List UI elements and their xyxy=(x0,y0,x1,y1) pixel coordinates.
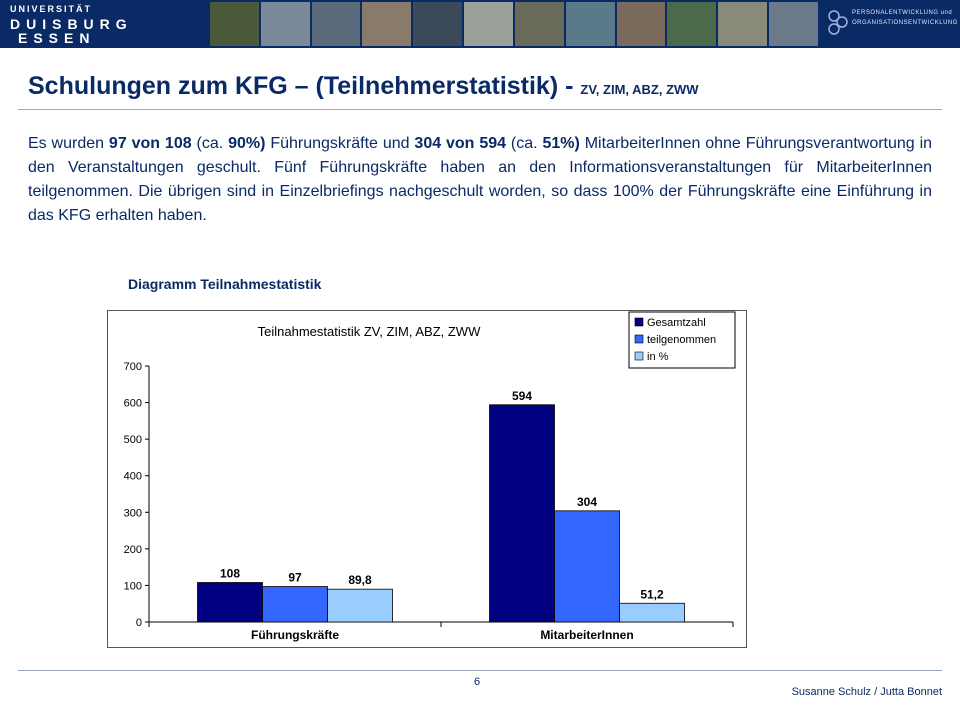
intro-paragraph: Es wurden 97 von 108 (ca. 90%) Führungsk… xyxy=(28,132,932,228)
pe-logo-mark-icon xyxy=(828,10,848,35)
legend-swatch xyxy=(634,351,644,361)
para-text-5: MitarbeiterInnen ohne Führungsverantwort… xyxy=(28,135,933,224)
slide-title-sub: ZV, ZIM, ABZ, ZWW xyxy=(580,82,699,97)
para-bold-2: 90%) xyxy=(228,135,266,152)
bar xyxy=(619,602,685,623)
y-tick-label: 400 xyxy=(124,471,142,483)
pe-logo-line-2: ORGANISATIONSENTWICKLUNG xyxy=(852,20,958,26)
header-photo xyxy=(210,2,259,46)
chart-title: Teilnahmestatistik ZV, ZIM, ABZ, ZWW xyxy=(258,324,481,339)
para-text-2: (ca. xyxy=(191,135,229,152)
page-number: 6 xyxy=(474,676,481,688)
x-category-label: MitarbeiterInnen xyxy=(540,628,633,642)
y-tick-label: 0 xyxy=(136,617,142,629)
bar-data-label: 51,2 xyxy=(640,587,664,601)
header-bar: UNIVERSITÄT DUISBURG ESSEN PERSONALENTWI… xyxy=(0,0,960,48)
bar-data-label: 594 xyxy=(512,389,532,403)
para-text-3: Führungskräfte und xyxy=(265,135,415,152)
header-photo xyxy=(362,2,412,46)
para-text-4: (ca. xyxy=(506,135,543,152)
bar xyxy=(489,404,555,623)
y-tick-label: 600 xyxy=(124,398,142,410)
chart-legend: Gesamtzahl teilgenommen in % xyxy=(628,311,736,369)
legend-label: in % xyxy=(647,351,669,363)
para-text-1: Es wurden xyxy=(28,135,109,152)
x-category-label: Führungskräfte xyxy=(251,628,339,642)
header-photo xyxy=(769,2,818,46)
logo-line-1: UNIVERSITÄT xyxy=(10,4,93,14)
legend-swatch xyxy=(634,334,644,344)
header-photo-strip xyxy=(210,2,818,46)
legend-swatch xyxy=(634,317,644,327)
participation-bar-chart: Teilnahmestatistik ZV, ZIM, ABZ, ZWW 0 10… xyxy=(107,310,747,648)
logo-line-3: ESSEN xyxy=(18,30,96,46)
header-photo xyxy=(616,2,666,46)
footer-divider xyxy=(18,670,942,671)
pe-oe-logo: PERSONALENTWICKLUNG und ORGANISATIONSENT… xyxy=(826,4,958,44)
slide-title: Schulungen zum KFG – (Teilnehmerstatisti… xyxy=(28,72,699,101)
logo-line-2: DUISBURG xyxy=(10,16,133,32)
chart-plot-area: 0 100 200 300 400 500 600 700 108 97 89,8 Führungsk… xyxy=(124,361,734,642)
university-logo: UNIVERSITÄT DUISBURG ESSEN xyxy=(8,4,198,46)
header-photo xyxy=(413,2,463,46)
y-tick-label: 700 xyxy=(124,361,142,373)
para-bold-3: 304 von 594 xyxy=(414,135,507,152)
bar xyxy=(554,510,620,623)
y-tick-label: 100 xyxy=(124,580,142,592)
para-bold-1: 97 von 108 xyxy=(108,135,192,152)
pe-logo-line-1: PERSONALENTWICKLUNG und xyxy=(852,10,953,16)
bar-data-label: 108 xyxy=(220,567,240,581)
legend-label: teilgenommen xyxy=(647,334,716,346)
header-photo xyxy=(514,2,564,46)
bar xyxy=(262,586,328,623)
legend-box xyxy=(628,311,736,369)
header-photo xyxy=(565,2,615,46)
y-tick-label: 300 xyxy=(124,507,142,519)
para-bold-4: 51%) xyxy=(542,135,580,152)
header-photo xyxy=(718,2,768,46)
bar-data-label: 304 xyxy=(577,495,597,509)
header-photo xyxy=(464,2,513,46)
bar-data-label: 89,8 xyxy=(348,573,372,587)
y-tick-label: 200 xyxy=(124,544,142,556)
bar xyxy=(327,588,393,623)
title-divider xyxy=(18,109,942,110)
y-tick-label: 500 xyxy=(124,434,142,446)
header-photo xyxy=(260,2,310,46)
chart-caption: Diagramm Teilnahmestatistik xyxy=(128,276,322,292)
footer-authors: Susanne Schulz / Jutta Bonnet xyxy=(791,686,942,698)
header-photo xyxy=(311,2,361,46)
slide-title-main: Schulungen zum KFG – (Teilnehmerstatisti… xyxy=(28,72,581,100)
legend-label: Gesamtzahl xyxy=(647,317,706,329)
bar xyxy=(197,582,263,623)
header-photo xyxy=(667,2,717,46)
bar-data-label: 97 xyxy=(288,571,302,585)
